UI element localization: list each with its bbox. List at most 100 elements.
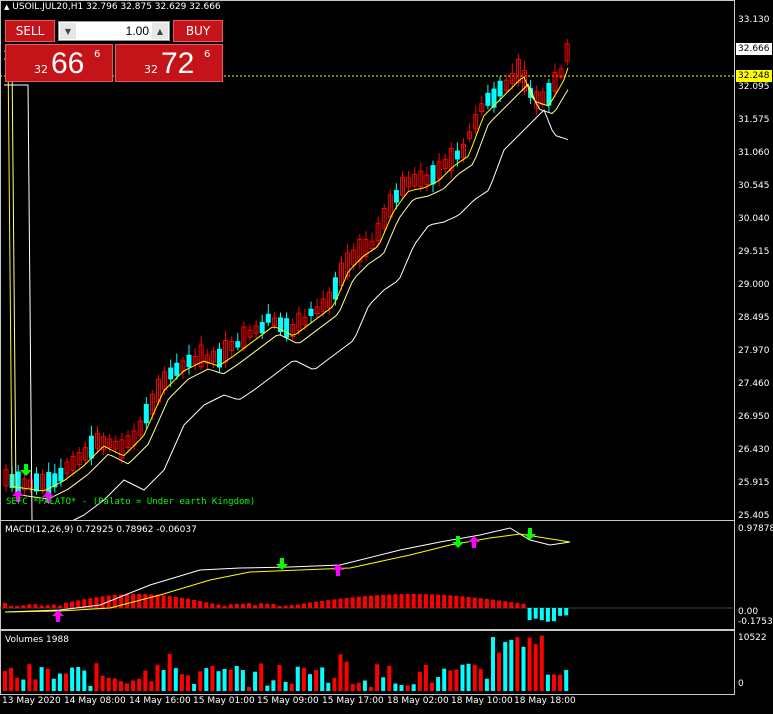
candle-body	[82, 447, 88, 461]
volume-bar	[320, 667, 325, 691]
macd-histogram-bar	[545, 608, 550, 622]
time-axis: 13 May 2020 14 May 08:00 14 May 16:00 15 Ma…	[0, 694, 773, 714]
macd-histogram-bar	[131, 594, 136, 608]
increase-lot-button[interactable]: ▲	[152, 23, 168, 39]
macd-histogram-bar	[27, 604, 32, 608]
volume-bar	[295, 666, 300, 691]
macd-histogram-bar	[381, 594, 386, 608]
volume-bar	[375, 664, 380, 691]
candle-body	[204, 354, 210, 364]
candle-body	[308, 308, 314, 316]
volume-bar	[289, 683, 294, 691]
macd-histogram-bar	[503, 601, 508, 608]
time-axis-label: 14 May 08:00	[64, 696, 126, 706]
volume-bar	[39, 667, 44, 691]
macd-histogram-bar	[216, 604, 221, 608]
macd-histogram-bar	[460, 596, 465, 608]
price-scale-label: 31.575	[738, 115, 770, 125]
macd-histogram-bar	[289, 605, 294, 608]
buy-button[interactable]: BUY	[173, 20, 223, 42]
macd-histogram-bar	[125, 594, 129, 608]
candlestick-chart[interactable]	[0, 0, 735, 520]
macd-histogram-bar	[259, 603, 264, 608]
volume-bar	[478, 668, 483, 691]
macd-histogram-bar	[143, 594, 148, 608]
macd-chart[interactable]	[0, 520, 735, 630]
candle-body	[552, 72, 558, 92]
up-arrow-icon	[332, 564, 344, 576]
volume-bar	[204, 668, 209, 691]
candle-body	[174, 362, 180, 376]
chart-title: ▲ USOIL.JUL20,H1 32.796 32.875 32.629 32…	[4, 2, 221, 12]
time-axis-label: 15 May 09:00	[257, 696, 319, 706]
volume-bar	[173, 668, 178, 691]
main-chart-pane[interactable]: ▲ USOIL.JUL20,H1 32.796 32.875 32.629 32…	[0, 0, 773, 521]
triangle-up-icon: ▲	[4, 3, 10, 11]
volume-bar	[100, 675, 105, 691]
macd-frame	[0, 520, 735, 630]
macd-histogram-bar	[478, 598, 483, 608]
macd-histogram-bar	[564, 608, 569, 616]
macd-histogram-bar	[515, 602, 520, 608]
price-scale-label: 32.095	[738, 82, 770, 92]
buy-price-prefix: 32	[144, 63, 158, 76]
macd-histogram-bar	[527, 608, 532, 621]
price-scale-label: 27.460	[738, 379, 770, 389]
volume-bar	[259, 663, 264, 691]
macd-histogram-bar	[472, 597, 477, 608]
candle-body	[406, 177, 412, 188]
volume-bar	[143, 670, 148, 691]
lot-size-input[interactable]	[79, 23, 149, 39]
up-arrow-icon	[42, 491, 54, 503]
macd-histogram-bar	[198, 601, 203, 608]
fast-moving-average-line	[4, 50, 569, 492]
candle-body	[503, 79, 509, 91]
volume-bar	[234, 666, 239, 691]
candle-body	[509, 72, 515, 85]
macd-histogram-bar	[155, 594, 160, 608]
volume-bar	[484, 678, 489, 691]
volume-bar	[265, 685, 270, 691]
macd-histogram-bar	[15, 605, 20, 608]
candle-body	[229, 340, 235, 351]
volume-bar	[125, 683, 129, 691]
volume-bar	[51, 678, 56, 691]
volume-bar	[106, 677, 111, 691]
volume-bar	[155, 664, 160, 691]
volume-bar	[332, 677, 337, 691]
buy-price-point: 6	[204, 49, 211, 60]
candle-body	[278, 317, 283, 333]
candle-body	[418, 170, 424, 187]
candle-body	[76, 452, 82, 465]
macd-histogram-bar	[430, 594, 434, 608]
macd-histogram-bar	[283, 605, 288, 608]
macd-pane[interactable]: MACD(12,26,9) 0.72925 0.78962 -0.06037 0…	[0, 520, 773, 630]
volume-bar	[344, 661, 349, 691]
sell-button[interactable]: SELL	[5, 20, 55, 42]
volume-bar	[472, 664, 477, 691]
macd-histogram-bar	[491, 599, 495, 608]
candle-body	[223, 339, 229, 363]
volume-bar	[558, 674, 563, 691]
volumes-chart[interactable]	[0, 630, 735, 694]
macd-histogram-bar	[411, 594, 416, 608]
volume-bar	[515, 637, 520, 691]
up-arrow-icon	[468, 536, 480, 548]
macd-histogram-bar	[76, 600, 81, 608]
candle-body	[186, 354, 192, 368]
volumes-pane[interactable]: Volumes 1988 10522 0	[0, 630, 773, 695]
candle-body	[192, 356, 198, 365]
candle-body	[485, 92, 491, 106]
decrease-lot-button[interactable]: ▼	[60, 23, 76, 39]
sell-price-button[interactable]: 32 66 6	[5, 44, 113, 82]
macd-histogram-bar	[442, 594, 447, 608]
price-scale-label: 25.405	[738, 511, 770, 521]
down-arrow-icon	[276, 558, 288, 570]
macd-histogram-bar	[9, 605, 14, 608]
candle-body	[381, 208, 387, 230]
volume-bar	[564, 669, 569, 691]
buy-price-button[interactable]: 32 72 6	[115, 44, 223, 82]
volume-bar	[460, 664, 465, 691]
volume-bar	[381, 677, 386, 691]
macd-histogram-bar	[265, 604, 270, 608]
